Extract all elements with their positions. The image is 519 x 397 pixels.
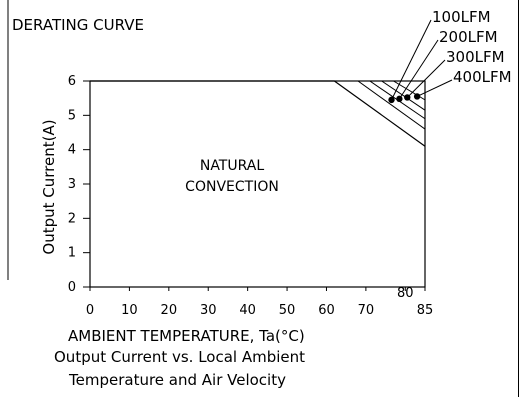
y-tick-label: 3 <box>68 177 76 192</box>
x-tick-label: 40 <box>239 303 256 318</box>
legend-leader-200lfm <box>398 39 439 100</box>
marker-400lfm <box>413 93 421 100</box>
y-tick-label: 2 <box>68 211 76 226</box>
legend-leader-300lfm <box>406 59 446 98</box>
y-tick-label: 5 <box>68 108 76 123</box>
x-tick-label-80: 80 <box>397 286 414 301</box>
legend-label-100lfm: 100LFM <box>432 8 491 26</box>
region-label-line-1: NATURAL <box>200 158 264 174</box>
legend-leader-400lfm <box>416 79 453 97</box>
x-tick-label: 20 <box>161 303 178 318</box>
y-axis-label: Output Current(A) <box>40 119 58 254</box>
series-line-300lfm <box>90 80 426 111</box>
region-label-line-2: CONVECTION <box>185 179 279 195</box>
caption-line-2: Temperature and Air Velocity <box>68 371 286 389</box>
y-tick-label: 1 <box>68 246 76 261</box>
marker-200lfm <box>396 95 403 103</box>
x-tick-label: 85 <box>417 303 434 318</box>
y-tick-label: 4 <box>68 143 76 158</box>
x-tick-label: 10 <box>121 303 138 318</box>
series-line-200lfm <box>90 80 426 120</box>
chart-title: DERATING CURVE <box>12 16 144 34</box>
x-tick-label: 50 <box>279 303 296 318</box>
legend-label-400lfm: 400LFM <box>453 68 512 86</box>
legend-leader-100lfm <box>391 19 432 101</box>
legend-label-200lfm: 200LFM <box>439 28 498 46</box>
series-line-100lfm <box>90 80 426 130</box>
x-axis-label: AMBIENT TEMPERATURE, Ta(°C) <box>68 327 305 345</box>
y-tick-label: 6 <box>68 74 76 89</box>
series-line-400lfm <box>90 80 426 101</box>
series-line-natural-convection <box>90 80 426 147</box>
x-tick-label: 60 <box>318 303 335 318</box>
legend-label-300lfm: 300LFM <box>446 48 505 66</box>
x-tick-label: 30 <box>200 303 217 318</box>
x-tick-label: 70 <box>358 303 375 318</box>
y-tick-label: 0 <box>68 280 76 295</box>
x-tick-label: 0 <box>86 303 94 318</box>
caption-line-1: Output Current vs. Local Ambient <box>54 348 305 366</box>
